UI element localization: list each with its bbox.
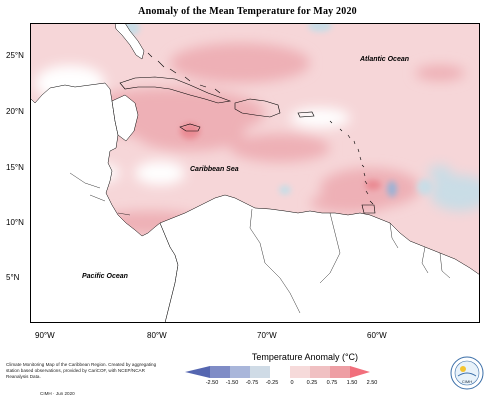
land-bahamas xyxy=(147,52,221,94)
legend-color-swatch xyxy=(330,366,351,378)
legend-tick-label: -0.25 xyxy=(265,380,279,386)
land-florida xyxy=(114,23,145,60)
map-title: Anomaly of the Mean Temperature for May … xyxy=(138,6,357,17)
lat-tick-25: 25°N xyxy=(6,51,24,60)
legend-color-swatch xyxy=(210,366,231,378)
legend-tick-label: 0.25 xyxy=(306,380,318,386)
lon-tick-90: 90°W xyxy=(35,331,55,340)
lat-tick-5: 5°N xyxy=(6,273,20,282)
map-frame xyxy=(30,23,480,323)
label-pacific-ocean: Pacific Ocean xyxy=(82,273,128,280)
land-yucatan xyxy=(111,94,139,142)
label-atlantic-ocean: Atlantic Ocean xyxy=(359,56,409,63)
land-south-america xyxy=(159,194,480,323)
legend-tick-label: -1.50 xyxy=(225,380,239,386)
legend-tick-label: 2.50 xyxy=(366,380,378,386)
legend-colorbar xyxy=(185,366,370,378)
legend-tick-label: 0.75 xyxy=(326,380,338,386)
land-jamaica xyxy=(179,123,201,132)
legend-tick-label: -0.75 xyxy=(245,380,259,386)
land-cuba xyxy=(119,76,232,104)
land-puerto-rico xyxy=(297,111,315,118)
lat-tick-10: 10°N xyxy=(6,218,24,227)
label-caribbean-sea: Caribbean Sea xyxy=(190,166,239,173)
legend-color-swatch xyxy=(250,366,271,378)
legend-color-swatch xyxy=(290,366,311,378)
lat-tick-20: 20°N xyxy=(6,107,24,116)
legend-color-swatch xyxy=(230,366,251,378)
legend-tick-label: 0 xyxy=(290,380,294,386)
legend-color-swatch xyxy=(310,366,331,378)
footer-credit: CIMH · Jun 2020 xyxy=(40,391,75,396)
footer-description: Climate Monitoring Map of the Caribbean … xyxy=(6,362,157,379)
lon-tick-60: 60°W xyxy=(367,331,387,340)
legend-arrow-low xyxy=(185,366,210,378)
anomaly-map: Atlantic Ocean Caribbean Sea Pacific Oce… xyxy=(30,23,480,323)
lat-tick-15: 15°N xyxy=(6,163,24,172)
cimh-logo: CIMH xyxy=(450,356,484,390)
legend-color-swatch xyxy=(270,366,291,378)
cool-spot-barbados xyxy=(387,181,397,197)
land-lesser-antilles xyxy=(329,120,376,214)
legend-arrow-high xyxy=(350,366,370,378)
svg-text:CIMH: CIMH xyxy=(462,379,472,384)
lon-tick-70: 70°W xyxy=(257,331,277,340)
lon-tick-80: 80°W xyxy=(147,331,167,340)
legend-tick-label: -2.50 xyxy=(205,380,219,386)
land-hispaniola xyxy=(234,98,281,118)
legend-title: Temperature Anomaly (°C) xyxy=(251,352,359,362)
legend-ticks: -2.50 -1.50 -0.75 -0.25 0 0.25 0.75 1.50 2.50 xyxy=(185,380,390,390)
legend-tick-label: 1.50 xyxy=(346,380,358,386)
